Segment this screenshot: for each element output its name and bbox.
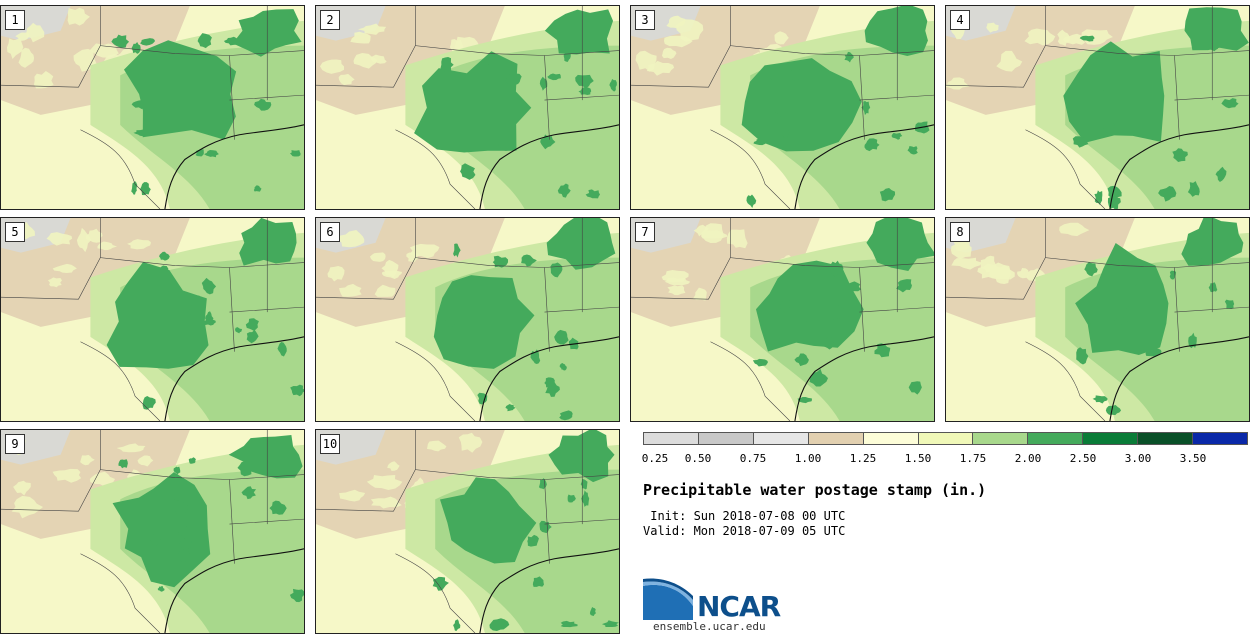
stamp-number-label: 7 [635, 222, 655, 242]
stamp-map-6: 6 [315, 217, 620, 422]
colorbar-tick-label: 0.75 [739, 452, 767, 465]
website-link[interactable]: ensemble.ucar.edu [653, 620, 766, 633]
stamp-map-4: 4 [945, 5, 1250, 210]
map-title: Precipitable water postage stamp (in.) [643, 481, 987, 499]
colorbar [643, 432, 1248, 445]
stamp-number-label: 6 [320, 222, 340, 242]
colorbar-segment [1138, 433, 1194, 444]
valid-time: Valid: Mon 2018-07-09 05 UTC [643, 524, 846, 538]
colorbar-tick-label: 2.50 [1069, 452, 1097, 465]
colorbar-segment [1193, 433, 1247, 444]
colorbar-tick-label: 1.50 [904, 452, 932, 465]
colorbar-tick-label: 3.50 [1179, 452, 1207, 465]
colorbar-segment [644, 433, 699, 444]
colorbar-segment [753, 433, 809, 444]
stamp-number-label: 8 [950, 222, 970, 242]
colorbar-segment [863, 433, 919, 444]
colorbar-tick-label: 1.00 [794, 452, 822, 465]
stamp-map-2: 2 [315, 5, 620, 210]
stamp-map-3: 3 [630, 5, 935, 210]
colorbar-tick-label: 1.75 [959, 452, 987, 465]
stamp-number-label: 4 [950, 10, 970, 30]
stamp-number-label: 3 [635, 10, 655, 30]
colorbar-segment [698, 433, 754, 444]
colorbar-segment [1028, 433, 1084, 444]
stamp-number-label: 5 [5, 222, 25, 242]
stamp-map-8: 8 [945, 217, 1250, 422]
stamp-number-label: 10 [320, 434, 340, 454]
colorbar-tick-labels: 0.25 0.50 0.75 1.00 1.25 1.50 1.75 2.00 2.50 3.00… [641, 452, 1248, 466]
colorbar-tick-label: 0.50 [684, 452, 712, 465]
colorbar-segment [918, 433, 974, 444]
colorbar-segment [808, 433, 864, 444]
colorbar-tick-label: 2.00 [1014, 452, 1042, 465]
stamp-map-10: 10 [315, 429, 620, 634]
stamp-number-label: 1 [5, 10, 25, 30]
colorbar-tick-label: 3.00 [1124, 452, 1152, 465]
colorbar-tick-label: 1.25 [849, 452, 877, 465]
colorbar-segment [1083, 433, 1139, 444]
stamp-map-1: 1 [0, 5, 305, 210]
ncar-logo-icon [643, 578, 693, 620]
stamp-number-label: 2 [320, 10, 340, 30]
colorbar-tick-label: 0.25 [641, 452, 669, 465]
colorbar-segment [973, 433, 1029, 444]
stamp-number-label: 9 [5, 434, 25, 454]
ncar-logo-text: NCAR [697, 590, 781, 623]
stamp-map-9: 9 [0, 429, 305, 634]
stamp-map-5: 5 [0, 217, 305, 422]
stamp-map-7: 7 [630, 217, 935, 422]
init-time: Init: Sun 2018-07-08 00 UTC [643, 509, 846, 523]
